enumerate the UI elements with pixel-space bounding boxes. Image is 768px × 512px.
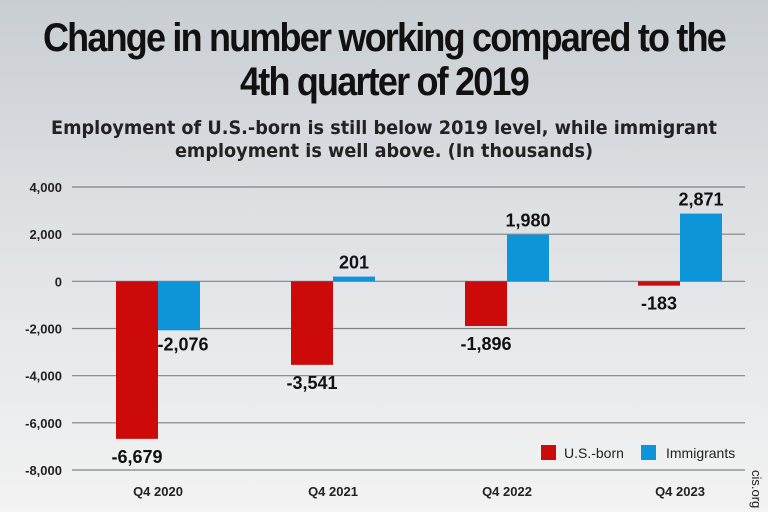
bar-immigrants	[158, 281, 200, 331]
bar-immigrants	[507, 234, 549, 282]
data-label: 201	[339, 253, 369, 273]
x-tick-label: Q4 2022	[482, 484, 532, 499]
data-label: -6,679	[111, 447, 162, 467]
y-tick-label: 0	[55, 274, 62, 289]
legend-label-us-born: U.S.-born	[564, 445, 624, 461]
source-credit: cis.org	[749, 470, 764, 508]
data-label: -1,896	[460, 334, 511, 354]
y-tick-label: 4,000	[29, 180, 62, 195]
data-label: 1,980	[505, 211, 550, 231]
bar-us-born	[291, 281, 333, 365]
data-label: -3,541	[286, 373, 337, 393]
x-tick-label: Q4 2021	[308, 484, 358, 499]
bar-us-born	[116, 281, 158, 439]
legend-label-immigrants: Immigrants	[666, 445, 735, 461]
y-tick-label: 2,000	[29, 227, 62, 242]
legend: U.S.-born Immigrants	[541, 445, 735, 461]
chart-title: Change in number working compared to the…	[42, 16, 727, 104]
x-tick-label: Q4 2023	[655, 484, 705, 499]
data-label: -183	[641, 294, 677, 314]
data-label: 2,871	[678, 190, 723, 210]
bar-us-born	[638, 281, 680, 286]
chart-subtitle: Employment of U.S.-born is still below 2…	[51, 117, 717, 162]
legend-swatch-immigrants	[641, 445, 656, 460]
bar-immigrants	[333, 276, 375, 282]
y-tick-label: -8,000	[25, 463, 62, 478]
bar-us-born	[465, 281, 507, 327]
y-tick-label: -2,000	[25, 322, 62, 337]
data-label: -2,076	[157, 334, 208, 354]
bar-immigrants	[680, 213, 722, 282]
y-tick-label: -4,000	[25, 369, 62, 384]
y-tick-label: -6,000	[25, 416, 62, 431]
legend-swatch-us-born	[541, 445, 556, 460]
x-tick-label: Q4 2020	[133, 484, 183, 499]
